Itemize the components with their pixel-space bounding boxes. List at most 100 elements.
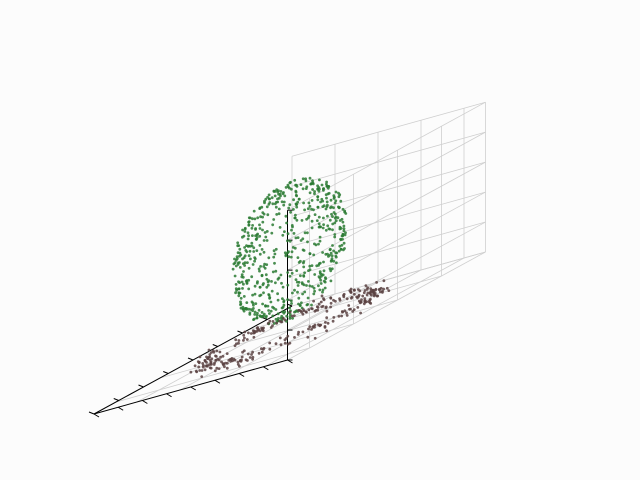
data-point — [237, 287, 241, 291]
data-point — [295, 218, 299, 222]
data-point — [301, 312, 305, 316]
data-point — [325, 316, 329, 320]
data-point — [250, 353, 253, 356]
data-point — [296, 290, 299, 294]
data-point — [272, 322, 276, 325]
data-point — [300, 301, 303, 305]
data-point — [288, 181, 292, 185]
data-point — [319, 225, 322, 229]
data-point — [328, 253, 331, 257]
data-point — [297, 261, 301, 264]
data-point — [253, 292, 257, 296]
data-point — [296, 256, 300, 259]
data-point — [250, 241, 254, 245]
data-point — [331, 215, 334, 219]
data-point — [329, 296, 333, 300]
data-point — [253, 284, 257, 288]
data-point — [288, 186, 291, 190]
data-point — [302, 201, 305, 205]
data-point — [198, 355, 202, 359]
data-point — [310, 226, 314, 230]
data-point — [309, 182, 313, 186]
data-point — [207, 348, 211, 352]
axes-panes — [94, 102, 486, 414]
data-point — [255, 313, 259, 317]
data-point — [217, 358, 221, 362]
data-point — [278, 319, 281, 323]
data-point — [325, 309, 329, 313]
data-point — [203, 359, 207, 362]
data-point — [342, 294, 345, 297]
grid-line — [265, 257, 465, 367]
data-point — [243, 336, 246, 340]
data-point — [348, 289, 352, 292]
data-point — [316, 195, 320, 199]
data-point — [258, 244, 262, 247]
data-point — [331, 244, 334, 247]
data-point — [250, 275, 254, 279]
data-point — [242, 339, 245, 342]
data-point — [239, 300, 242, 304]
data-point — [266, 322, 270, 325]
data-point — [273, 194, 277, 198]
data-point — [312, 299, 315, 303]
data-point — [271, 314, 275, 318]
data-point — [322, 204, 326, 208]
data-point — [324, 252, 328, 256]
data-point — [329, 301, 333, 305]
data-point — [276, 317, 280, 320]
y-tick — [166, 393, 172, 398]
data-point — [288, 315, 292, 318]
data-point — [322, 223, 325, 227]
data-point — [334, 255, 338, 259]
data-point — [197, 365, 201, 369]
data-point — [241, 287, 244, 290]
data-point — [369, 287, 373, 290]
data-point — [241, 257, 244, 261]
grid-line — [287, 221, 486, 331]
data-point — [225, 352, 229, 355]
data-point — [234, 287, 238, 290]
data-point — [265, 205, 269, 209]
data-point — [339, 199, 343, 203]
data-point — [195, 370, 199, 374]
data-point — [382, 287, 385, 291]
data-point — [322, 216, 325, 220]
data-point — [238, 364, 241, 368]
data-point — [262, 291, 265, 295]
data-point — [289, 255, 293, 259]
data-point — [289, 299, 293, 303]
data-point — [322, 260, 325, 264]
data-point — [319, 278, 322, 282]
data-point — [331, 222, 335, 226]
data-point — [263, 231, 267, 234]
data-point — [260, 350, 264, 354]
data-point — [301, 177, 305, 181]
data-point — [247, 234, 251, 238]
data-point — [319, 200, 322, 204]
data-point — [333, 212, 337, 216]
data-point — [296, 333, 300, 336]
data-point — [371, 288, 375, 292]
data-point — [235, 255, 239, 259]
y-tick — [190, 386, 197, 391]
data-point — [320, 273, 323, 276]
data-point — [286, 271, 290, 274]
data-point — [312, 253, 316, 257]
data-point — [253, 259, 256, 263]
x-tick — [262, 317, 268, 320]
data-point — [316, 308, 320, 312]
data-point — [345, 311, 348, 315]
data-point — [324, 228, 328, 232]
data-point — [317, 302, 321, 306]
data-point — [283, 338, 287, 342]
data-point — [272, 218, 276, 221]
data-point — [270, 196, 274, 200]
data-point — [252, 209, 256, 213]
data-point — [306, 207, 310, 211]
data-point — [239, 296, 243, 300]
data-point — [258, 223, 261, 227]
x-tick — [212, 344, 218, 347]
data-point — [319, 282, 323, 285]
data-point — [308, 264, 312, 268]
